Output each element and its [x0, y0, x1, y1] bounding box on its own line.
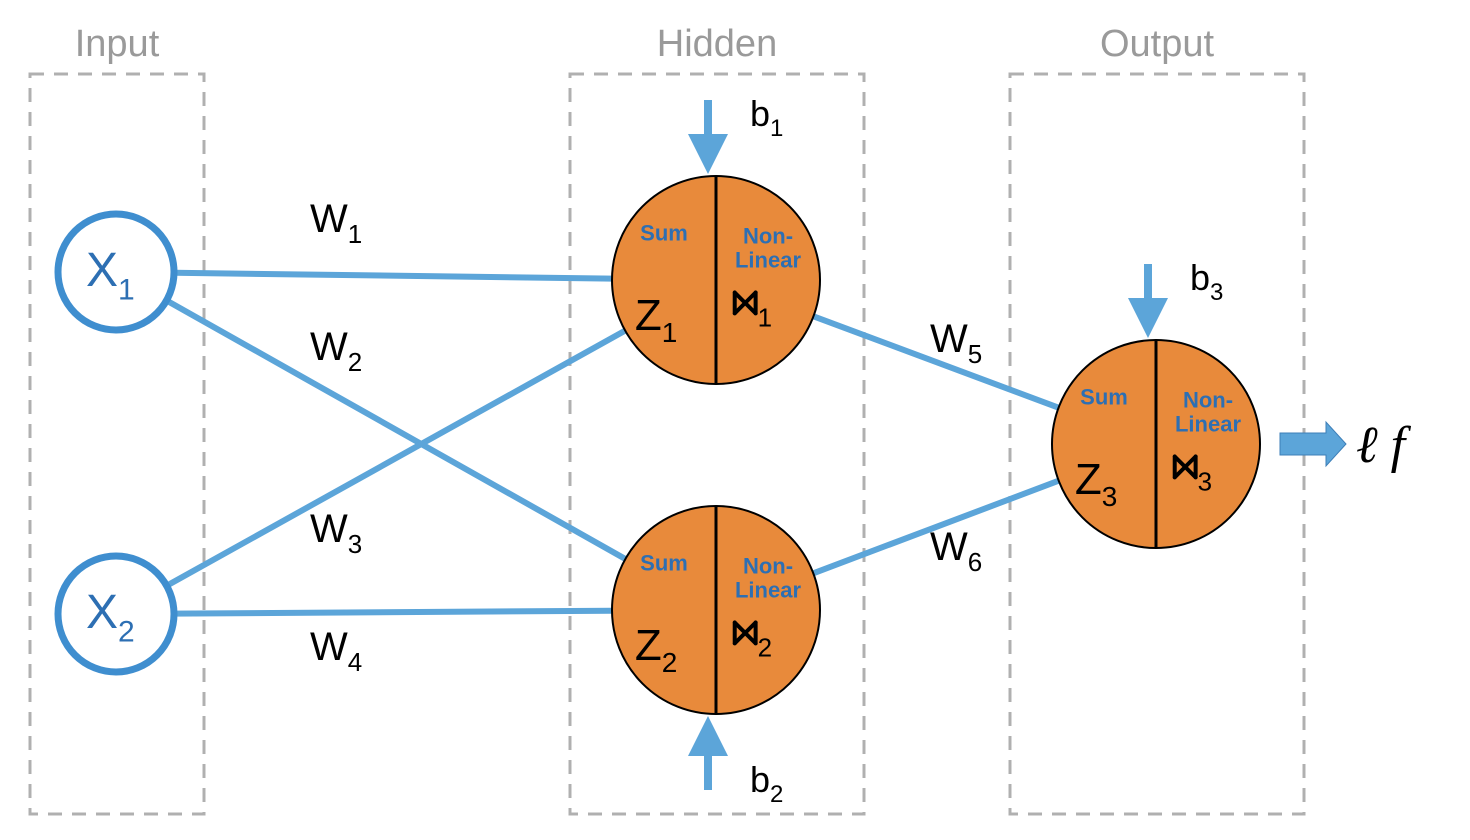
- neuron-sum-label-z2: Sum: [640, 550, 688, 575]
- layer-label-output: Output: [1100, 23, 1215, 65]
- neuron-z1: SumNon-LinearZ11: [612, 176, 820, 384]
- edge-w4: [174, 611, 612, 614]
- edge-w1: [174, 273, 612, 279]
- weight-label-w1: W1: [310, 197, 362, 249]
- neural-network-diagram: InputHiddenOutputW1W2W3W4W5W6X1X2SumNon-…: [0, 0, 1470, 840]
- layer-label-hidden: Hidden: [657, 23, 777, 65]
- weight-label-w3: W3: [310, 507, 362, 559]
- neuron-z2: SumNon-LinearZ22: [612, 506, 820, 714]
- neuron-activation-sub-z3: 3: [1198, 466, 1212, 496]
- neuron-z3: SumNon-LinearZ33: [1052, 340, 1260, 548]
- neuron-nonlinear-label-z2: Non-: [743, 553, 793, 578]
- edge-w3: [167, 331, 625, 586]
- edge-w2: [167, 300, 626, 558]
- neuron-nonlinear-label-z1: Linear: [735, 247, 801, 272]
- neuron-nonlinear-label-z2: Linear: [735, 577, 801, 602]
- output-symbol: ℓ f: [1356, 417, 1412, 474]
- weight-label-w2: W2: [310, 325, 362, 377]
- neuron-activation-sub-z2: 2: [758, 632, 772, 662]
- output-arrow-icon: [1280, 422, 1346, 466]
- neuron-activation-sub-z1: 1: [758, 302, 772, 332]
- neuron-sum-label-z1: Sum: [640, 220, 688, 245]
- bias-label-b2: b2: [750, 759, 783, 808]
- layer-box-input: [30, 74, 204, 814]
- bias-label-b1: b1: [750, 93, 783, 142]
- layer-label-input: Input: [75, 23, 160, 65]
- weight-label-w4: W4: [310, 625, 362, 677]
- bias-label-b3: b3: [1190, 257, 1223, 306]
- neuron-sum-label-z3: Sum: [1080, 384, 1128, 409]
- neuron-nonlinear-label-z1: Non-: [743, 223, 793, 248]
- neuron-nonlinear-label-z3: Non-: [1183, 387, 1233, 412]
- weight-label-w6: W6: [930, 525, 982, 577]
- neuron-nonlinear-label-z3: Linear: [1175, 411, 1241, 436]
